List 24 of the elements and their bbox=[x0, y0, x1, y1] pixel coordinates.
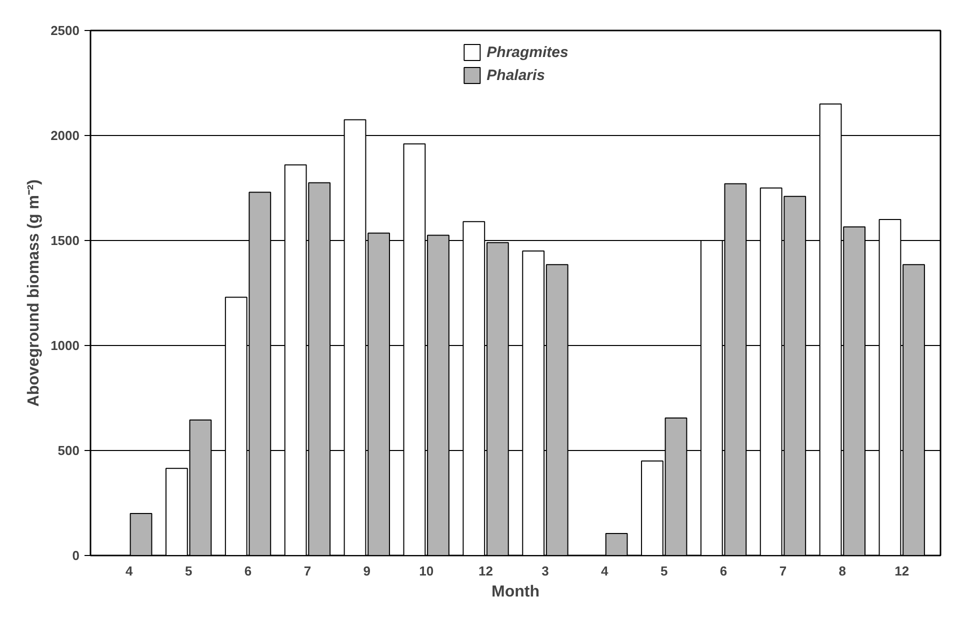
x-tick-label: 12 bbox=[894, 564, 910, 578]
x-axis-title: Month bbox=[492, 584, 540, 600]
y-tick-label: 500 bbox=[58, 443, 80, 458]
y-tick-label: 2000 bbox=[50, 128, 80, 143]
x-tick-label: 8 bbox=[838, 564, 846, 578]
x-tick-label: 4 bbox=[601, 564, 610, 578]
x-tick-label: 5 bbox=[184, 564, 192, 578]
x-tick-label: 3 bbox=[542, 564, 549, 578]
y-axis-title: Aboveground biomass (g m⁻²) bbox=[26, 179, 43, 407]
x-tick-label: 12 bbox=[478, 564, 494, 578]
x-tick-label: 5 bbox=[660, 564, 668, 578]
legend-label: Phragmites bbox=[486, 44, 568, 60]
x-tick-label: 10 bbox=[419, 564, 434, 578]
x-tick-label: 7 bbox=[304, 564, 312, 578]
y-tick-label: 1000 bbox=[50, 338, 80, 353]
x-tick-label: 6 bbox=[720, 564, 728, 578]
x-tick-label: 4 bbox=[126, 564, 134, 578]
y-tick-label: 1500 bbox=[50, 233, 80, 248]
x-tick-label: 6 bbox=[244, 564, 252, 578]
x-tick-label: 7 bbox=[779, 564, 787, 578]
x-tick-label: 9 bbox=[363, 564, 371, 578]
y-tick-label: 2500 bbox=[50, 23, 80, 38]
y-tick-label: 0 bbox=[72, 548, 80, 563]
legend-label: Phalaris bbox=[486, 66, 546, 84]
